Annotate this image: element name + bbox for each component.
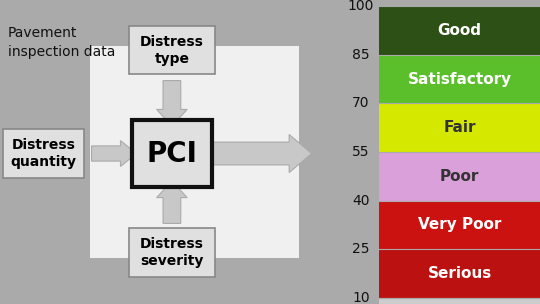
Text: Distress
quantity: Distress quantity: [10, 138, 76, 169]
Text: Serious: Serious: [428, 266, 492, 281]
Text: Distress
severity: Distress severity: [140, 237, 204, 268]
FancyBboxPatch shape: [129, 228, 215, 277]
Polygon shape: [157, 81, 187, 126]
Text: 70: 70: [352, 96, 370, 110]
Polygon shape: [92, 140, 137, 166]
Text: PCI: PCI: [146, 140, 197, 168]
Text: Very Poor: Very Poor: [418, 217, 501, 232]
Bar: [380, 55, 540, 103]
Text: 10: 10: [352, 291, 370, 304]
Text: Pavement
inspection data: Pavement inspection data: [8, 26, 116, 59]
Bar: [380, 103, 540, 152]
Bar: [380, 152, 540, 201]
Text: 55: 55: [352, 145, 370, 159]
Text: 100: 100: [348, 0, 374, 13]
Text: Good: Good: [438, 23, 482, 38]
Text: Poor: Poor: [440, 169, 480, 184]
FancyBboxPatch shape: [3, 129, 84, 178]
Text: Satisfactory: Satisfactory: [408, 72, 512, 87]
Text: Fair: Fair: [443, 120, 476, 135]
Polygon shape: [157, 181, 187, 223]
Bar: [380, 6, 540, 55]
FancyBboxPatch shape: [90, 46, 299, 258]
Text: Distress
type: Distress type: [140, 35, 204, 66]
Text: 25: 25: [352, 242, 370, 256]
FancyBboxPatch shape: [129, 26, 215, 74]
Text: 85: 85: [352, 48, 370, 62]
Bar: [380, 249, 540, 298]
FancyBboxPatch shape: [132, 120, 212, 187]
Polygon shape: [211, 134, 312, 172]
Text: 40: 40: [352, 194, 370, 208]
Bar: [380, 201, 540, 249]
Bar: [380, 298, 540, 304]
